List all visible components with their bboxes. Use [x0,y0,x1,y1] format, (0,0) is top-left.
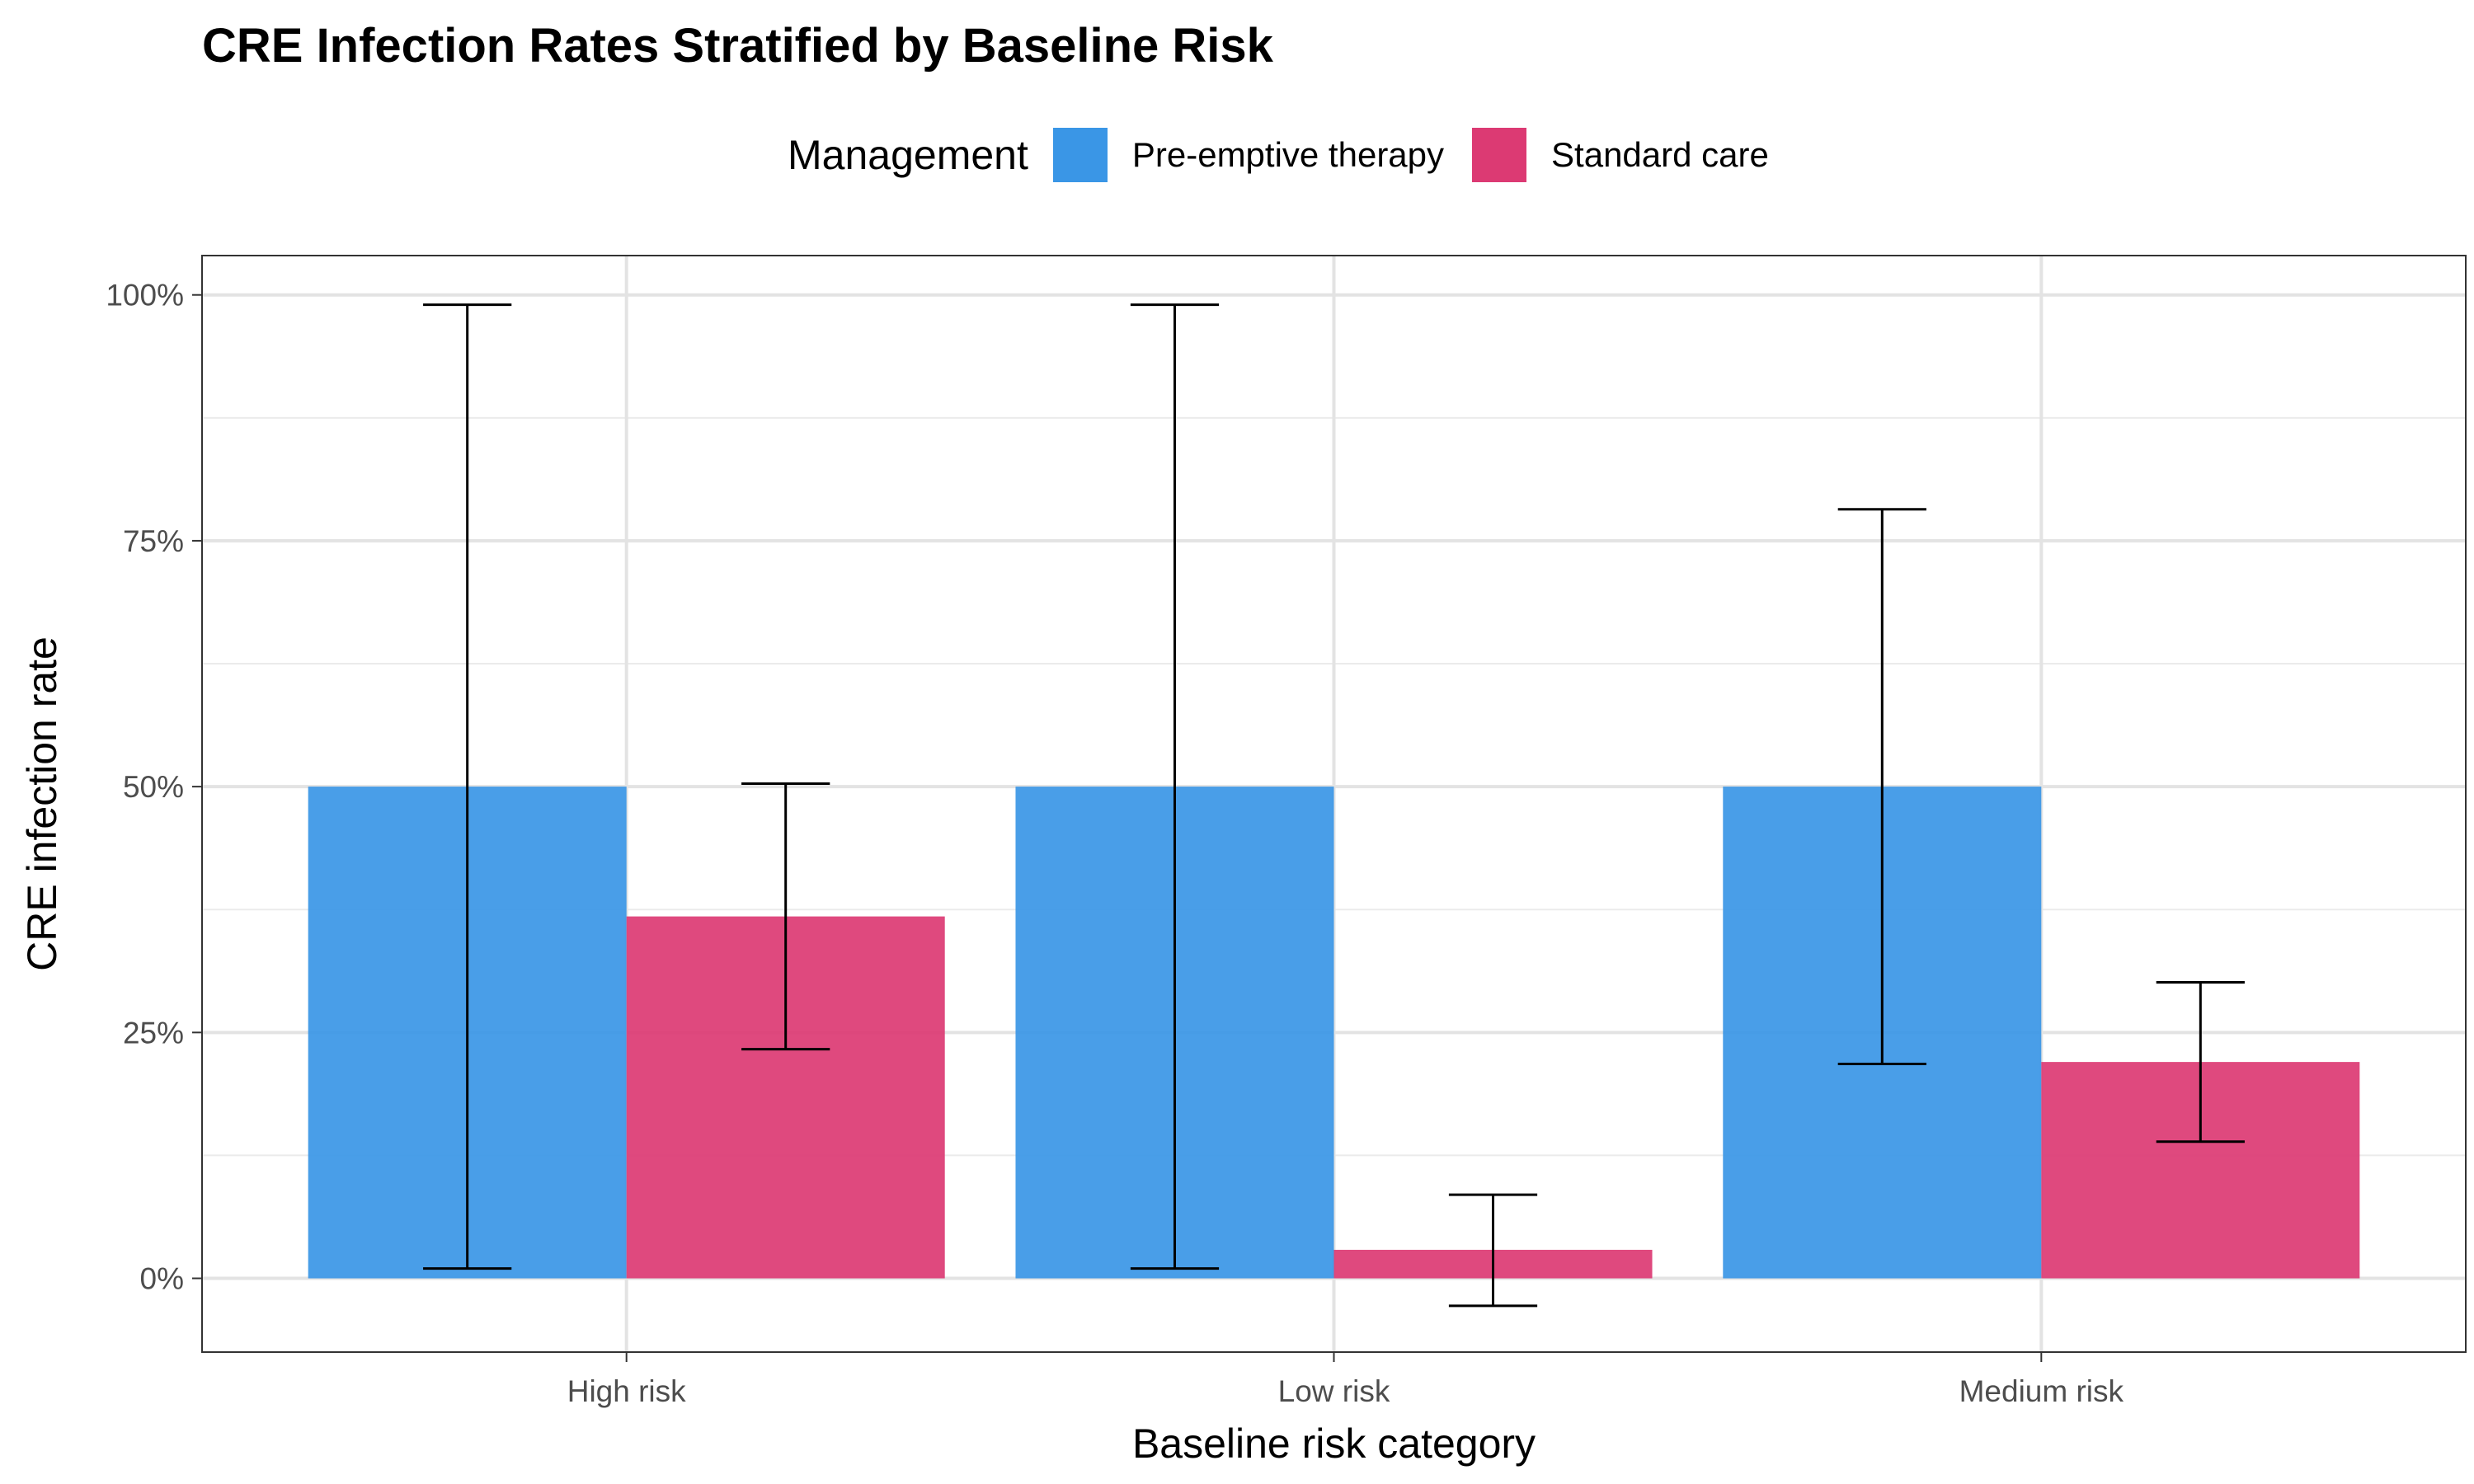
error-bar [2156,980,2245,1144]
legend-item-pre-emptive: Pre-emptive therapy [1052,127,1445,182]
bars [308,787,2360,1279]
legend-label-standard-care: Standard care [1551,134,1769,174]
error-bar [1130,303,1220,1270]
x-tick-label: Medium risk [1959,1374,2124,1408]
error-bar [1837,508,1926,1066]
legend-key-pre-emptive [1052,127,1108,182]
error-bar [741,782,830,1051]
x-tick-label: Low risk [1278,1374,1390,1408]
x-tick-label: High risk [567,1374,686,1408]
y-tick-label: 75% [123,524,184,558]
y-axis: 0% 25% 50% 75% 100% [106,279,202,1296]
x-axis: High risk Low risk Medium risk [567,1352,2124,1408]
y-tick-label: 100% [106,279,184,312]
y-tick-label: 50% [123,770,184,804]
y-tick-label: 0% [140,1262,184,1296]
y-axis-title: CRE infection rate [19,636,65,971]
legend-key-standard-care [1472,127,1527,182]
legend-item-standard-care: Standard care [1472,127,1769,182]
error-bar [1448,1193,1538,1308]
error-bar [423,303,512,1270]
legend-label-pre-emptive: Pre-emptive therapy [1131,134,1445,174]
y-tick-label: 25% [123,1016,184,1050]
x-axis-title: Baseline risk category [1132,1421,1536,1467]
chart-title: CRE Infection Rates Stratified by Baseli… [202,19,1273,73]
legend-title: Management [788,131,1028,178]
error-bars [423,303,2245,1308]
legend: Management Pre-emptive therapy Standard … [788,124,1797,186]
